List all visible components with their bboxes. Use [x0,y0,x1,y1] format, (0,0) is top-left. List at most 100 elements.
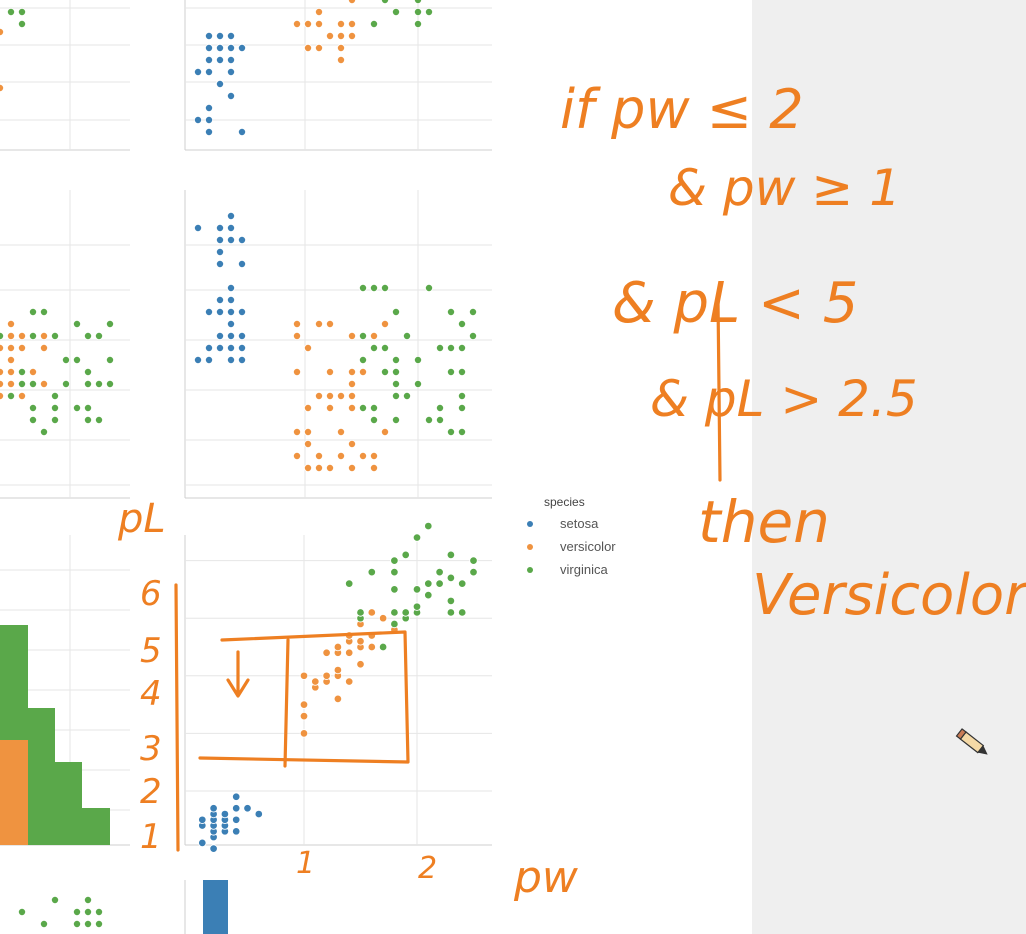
panel-top-right-versicolor-point-10 [303,44,312,53]
panel-middle-left-virginica-point-26 [40,307,49,316]
panel-bottom-strip-virginica-point-13 [73,908,82,917]
hand-xtick-1: 1 [296,846,315,881]
panel-middle-right-versicolor-point-33 [369,331,378,340]
panel-bottom-strip-virginica-point-14 [40,920,49,929]
panel-top-right-setosa-point-13 [237,44,246,53]
panel-top-left [0,0,130,151]
panel-middle-right-versicolor-point-17 [314,463,323,472]
versicolor-point-18 [356,660,365,669]
panel-top-left-virginica-point-0 [7,7,15,16]
panel-middle-right-setosa-point-22 [215,343,224,352]
panel-middle-right-versicolor-point-14 [347,331,356,340]
hand-rule-line-2: & pw ≥ 1 [668,159,901,217]
panel-middle-right-setosa-point-13 [215,223,224,232]
panel-middle-right-setosa-point-28 [237,259,246,268]
panel-top-right-virginica-point-5 [413,19,422,28]
panel-middle-left-versicolor-point-21 [7,379,15,388]
panel-middle-right-virginica-point-15 [435,403,444,412]
panel-bottom-strip-virginica-point-1 [95,908,104,917]
panel-top-right-virginica-point-6 [369,19,378,28]
panel-middle-right-virginica-point-29 [358,403,367,412]
panel-middle-right-setosa-point-16 [226,307,235,316]
panel-middle-right-versicolor-point-8 [325,319,334,328]
panel-middle-left-virginica-point-30 [17,367,26,376]
virginica-point-6 [390,608,399,617]
panel-middle-right-versicolor-point-27 [303,427,312,436]
versicolor-point-8 [322,648,331,658]
versicolor-point-25 [378,613,388,623]
panel-top-right-setosa-point-27 [215,32,224,41]
versicolor-point-22 [367,642,377,652]
legend-setosa-label: setosa [560,516,599,531]
versicolor-point-15 [344,648,354,658]
virginica-point-16 [412,533,422,542]
panel-middle-right-virginica-point-40 [358,355,367,364]
panel-top-right-versicolor-point-0 [336,56,345,65]
panel-top-right-virginica-point-4 [391,7,400,16]
panel-middle-right-versicolor-point-7 [369,463,378,472]
panel-middle-left-versicolor-point-25 [7,367,15,376]
panel-middle-right-virginica-point-24 [457,403,466,412]
panel-middle-right-setosa-point-26 [215,259,224,268]
versicolor-point-1 [299,711,309,721]
virginica-point-14 [412,602,422,611]
panel-middle-right-setosa-point-25 [226,235,235,244]
panel-top-right-setosa-point-16 [204,127,213,136]
panel-top-right-versicolor-point-12 [325,32,334,41]
panel-middle-left [0,190,130,499]
virginica-point-21 [435,567,444,577]
panel-middle-right-versicolor-point-11 [336,451,345,460]
panel-middle-left-virginica-point-19 [28,379,37,388]
panel-middle-right-setosa-point-12 [215,331,224,340]
hand-ytick-1: 1 [140,817,162,857]
hand-ytick-3: 3 [140,729,162,769]
panel-top-right-setosa-point-20 [215,56,224,65]
panel-middle-right-setosa-point-34 [215,295,224,304]
panel-middle-left-virginica-point-7 [95,415,104,424]
panel-middle-left-virginica-point-24 [84,379,93,388]
panel-middle-left-versicolor-point-8 [0,368,4,376]
annotation-down-arrow [226,650,250,698]
virginica-point-19 [424,521,433,531]
panel-middle-right-versicolor-point-9 [325,367,334,376]
panel-top-right-setosa-point-26 [204,44,213,53]
panel-middle-left-virginica-point-10 [0,332,4,340]
panel-middle-right-virginica-point-35 [358,331,367,340]
hand-ytick-5: 5 [140,631,162,671]
panel-middle-right-versicolor-point-19 [292,331,301,340]
panel-middle-right-versicolor-point-39 [369,451,378,460]
panel-middle-left-versicolor-point-13 [17,343,26,352]
panel-middle-left-virginica-point-22 [51,415,60,424]
panel-middle-left-versicolor-point-2 [40,331,49,340]
panel-middle-left-virginica-point-6 [62,355,71,364]
panel-middle-right-virginica-point-9 [446,343,455,352]
virginica-point-4 [378,642,388,652]
panel-middle-right-versicolor-point-22 [347,379,356,388]
panel-middle-right-versicolor-point-35 [347,391,356,400]
panel-middle-right-versicolor-point-25 [303,403,312,412]
panel-middle-right-virginica-point-13 [446,427,455,436]
setosa-point-19 [254,809,264,819]
panel-middle-right-virginica-point-32 [369,415,378,424]
hand-rule-line-6: Versicolor [752,563,1026,628]
panel-middle-right-virginica-point-43 [435,415,444,424]
panel-middle-right-versicolor-point-28 [292,319,301,328]
species-legend: species setosa versicolor virginica [527,495,616,577]
panel-bottom-strip-virginica-point-2 [84,908,93,917]
setosa-point-14 [231,827,241,836]
hand-rule-line-5: then [698,488,830,556]
panel-middle-right-versicolor-point-16 [292,367,301,376]
panel-top-right-setosa-point-1 [204,56,213,65]
panel-middle-right-setosa-point-5 [226,211,235,220]
panel-top-right-versicolor-point-11 [292,19,301,28]
panel-middle-left-versicolor-point-11 [0,380,4,388]
virginica-point-12 [401,550,410,560]
hand-axis-label-pw: pw [513,852,579,903]
panel-top-left-versicolor-point-0 [0,28,4,36]
hand-ytick-2: 2 [140,772,162,812]
panel-middle-right-setosa-point-20 [193,223,202,232]
setosa-point-18 [243,804,252,813]
panel-middle-right-versicolor-point-29 [347,403,356,412]
panel-middle-right [184,190,492,499]
